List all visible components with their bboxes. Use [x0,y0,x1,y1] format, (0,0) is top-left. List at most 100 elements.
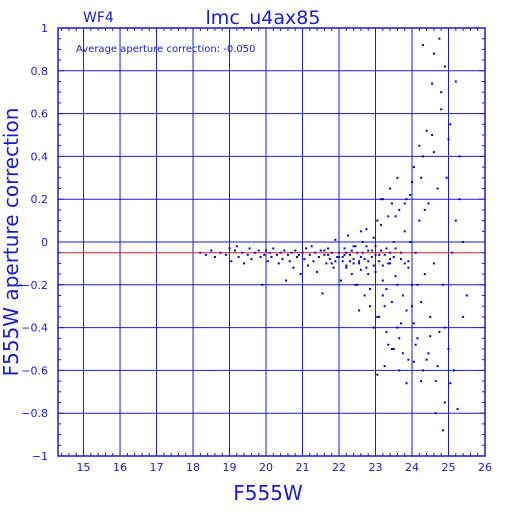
data-point [383,253,386,256]
data-point [443,65,446,68]
data-point [261,283,264,286]
data-point [363,294,366,297]
data-point [378,260,381,263]
data-point [248,247,251,250]
data-point [381,198,384,201]
x-tick-label: 19 [223,461,237,474]
x-tick-label: 26 [478,461,492,474]
data-point [332,266,335,269]
data-point [292,266,295,269]
data-point [361,251,364,254]
data-point [235,245,238,248]
data-point [458,198,461,201]
data-point [369,288,372,291]
data-points [199,37,468,432]
data-point [323,253,326,256]
data-point [440,108,443,111]
data-point [396,176,399,179]
data-point [462,315,465,318]
data-point [452,369,455,372]
data-point [390,348,393,350]
data-point [316,270,319,273]
x-tick-label: 16 [113,461,127,474]
data-point [281,258,284,261]
data-point [270,255,273,258]
data-point [378,253,381,256]
y-tick-label: 0.4 [31,150,49,163]
y-tick-label: 1 [41,22,48,35]
data-point [387,343,390,346]
data-point [299,273,302,276]
data-point [412,322,415,325]
data-point [352,262,355,265]
data-point [279,251,282,254]
data-point [432,52,435,55]
data-point [440,91,443,94]
data-point [296,255,299,258]
data-point [219,251,222,254]
data-point [259,255,262,258]
data-point [434,380,437,383]
data-point [345,266,348,269]
data-point [443,401,446,404]
data-point [398,337,401,340]
x-tick-label: 21 [296,461,310,474]
data-point [204,253,207,256]
chart-title: lmc_u4ax85 [206,7,321,29]
data-point [405,309,408,312]
data-point [405,382,408,385]
y-tick-label: −1 [32,450,48,463]
data-point [418,219,421,222]
data-point [389,251,392,254]
data-point [210,249,213,252]
data-point [321,292,324,295]
data-point [407,266,410,269]
data-point [257,249,260,252]
data-point [423,273,426,276]
x-tick-label: 20 [259,461,273,474]
axis-ticks [58,27,486,457]
data-point [381,279,384,282]
data-point [254,251,257,254]
data-point [336,255,339,258]
data-point [308,253,311,256]
data-point [367,260,370,263]
data-point [385,330,388,333]
data-point [272,247,275,250]
data-point [341,255,344,258]
data-point [403,230,406,233]
data-point [303,258,306,261]
data-point [436,365,439,368]
data-point [365,245,368,248]
data-point [400,251,403,254]
data-point [354,245,357,248]
data-point [411,305,414,308]
data-point [352,245,355,248]
data-point [250,258,253,261]
data-point [379,249,382,252]
data-point [275,253,278,256]
data-point [412,360,415,363]
data-point [213,255,216,258]
data-point [356,251,359,254]
data-point [352,258,355,261]
data-point [266,260,269,263]
data-point [359,230,362,233]
data-point [376,315,379,318]
data-point [401,352,404,355]
data-point [442,283,445,286]
y-tick-label: −0.8 [21,407,48,420]
data-point [427,352,430,355]
data-point [421,155,424,158]
data-point [350,273,353,276]
data-point [367,273,370,276]
data-point [378,315,381,318]
data-point [343,253,346,256]
data-point [199,251,202,254]
data-point [265,249,268,252]
average-annotation: Average aperture correction: -0.050 [76,44,256,55]
data-point [456,407,459,410]
data-point [379,223,382,226]
x-tick-label: 24 [405,461,419,474]
